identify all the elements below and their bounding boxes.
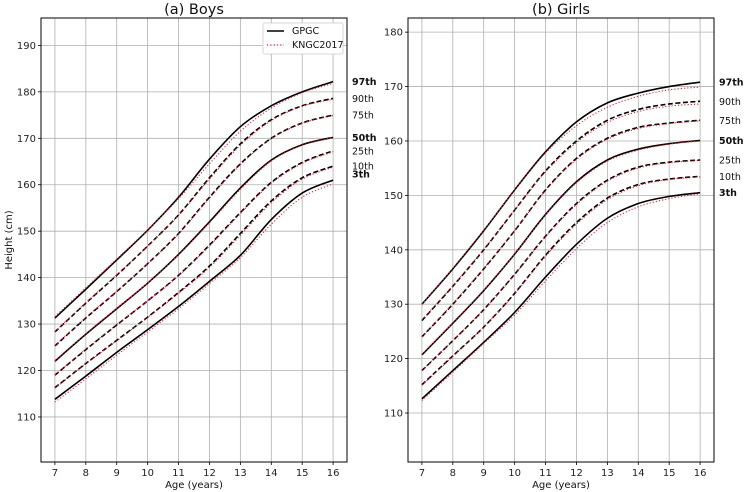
boys-y-tick-label: 140 bbox=[17, 273, 36, 284]
boys-chart-title: (a) Boys bbox=[164, 2, 224, 18]
boys-grid: 7 8 9 10 11 12 13 14 15 16 110 120 130 140 150 160 170 18… bbox=[17, 18, 347, 479]
girls-y-tick-label: 170 bbox=[384, 82, 403, 93]
boys-y-tick-label: 180 bbox=[17, 87, 36, 98]
boys-label-10th: 10th bbox=[352, 162, 374, 173]
boys-x-axis-label: Age (years) bbox=[165, 480, 223, 491]
girls-label-97th: 97th bbox=[719, 78, 744, 89]
legend-gpgc-label: GPGC bbox=[292, 26, 319, 37]
girls-gpgc-25th-line bbox=[421, 159, 701, 372]
boys-x-tick-label: 14 bbox=[265, 468, 278, 479]
boys-x-tick-label: 8 bbox=[83, 468, 89, 479]
boys-kngc2017-10th-line bbox=[54, 166, 334, 389]
boys-y-tick-label: 170 bbox=[17, 134, 36, 145]
girls-chart-title: (b) Girls bbox=[532, 2, 590, 18]
girls-label-25th: 25th bbox=[719, 156, 741, 167]
boys-gpgc-50th-line bbox=[54, 136, 334, 362]
boys-label-25th: 25th bbox=[352, 146, 374, 157]
boys-kngc2017-75th-line bbox=[54, 114, 334, 346]
boys-x-tick-label: 13 bbox=[234, 468, 247, 479]
girls-y-tick-label: 120 bbox=[384, 354, 403, 365]
boys-y-tick-label: 160 bbox=[17, 180, 36, 191]
girls-curves bbox=[421, 81, 701, 401]
girls-label-50th: 50th bbox=[719, 136, 744, 147]
girls-plot-frame bbox=[407, 17, 715, 463]
boys-plot-frame bbox=[40, 17, 348, 463]
boys-label-90th: 90th bbox=[352, 94, 374, 105]
girls-gpgc-10th-line bbox=[421, 175, 701, 386]
girls-kngc2017-10th-line bbox=[421, 176, 701, 386]
girls-kngc2017-3th-line bbox=[421, 193, 701, 401]
boys-x-tick-label: 7 bbox=[52, 468, 58, 479]
girls-gpgc-50th-line bbox=[421, 139, 701, 356]
girls-x-tick-label: 12 bbox=[570, 468, 583, 479]
girls-gpgc-3th-line bbox=[421, 191, 701, 400]
girls-y-tick-label: 180 bbox=[384, 28, 403, 39]
girls-x-tick-label: 8 bbox=[450, 468, 456, 479]
girls-percentile-labels: 97th 90th 75th 50th 25th 10th 3th bbox=[719, 78, 744, 199]
girls-y-tick-label: 130 bbox=[384, 300, 403, 311]
girls-y-tick-label: 160 bbox=[384, 136, 403, 147]
girls-kngc2017-90th-line bbox=[421, 103, 701, 321]
boys-kngc2017-90th-line bbox=[54, 98, 334, 332]
boys-x-tick-label: 10 bbox=[141, 468, 154, 479]
girls-x-tick-label: 7 bbox=[419, 468, 425, 479]
boys-y-tick-label: 150 bbox=[17, 227, 36, 238]
legend: GPGC KNGC2017 bbox=[262, 22, 344, 55]
girls-grid: 7 8 9 10 11 12 13 14 15 16 110 120 130 140 150 160 170 18… bbox=[384, 18, 714, 479]
boys-kngc2017-50th-line bbox=[54, 137, 334, 362]
girls-chart-panel: (b) Girls Age (years) 7 8 9 10 11 12 13 14 15 16 1… bbox=[384, 2, 744, 491]
girls-x-tick-label: 16 bbox=[694, 468, 707, 479]
girls-label-90th: 90th bbox=[719, 97, 741, 108]
girls-gpgc-90th-line bbox=[421, 100, 701, 322]
boys-label-50th: 50th bbox=[352, 133, 377, 144]
boys-gpgc-10th-line bbox=[54, 165, 334, 389]
boys-y-tick-label: 110 bbox=[17, 412, 36, 423]
boys-x-tick-label: 9 bbox=[114, 468, 120, 479]
boys-x-tick-label: 16 bbox=[327, 468, 340, 479]
boys-gpgc-97th-line bbox=[54, 80, 334, 319]
girls-kngc2017-75th-line bbox=[421, 120, 701, 338]
girls-x-tick-label: 9 bbox=[481, 468, 487, 479]
boys-x-tick-label: 11 bbox=[172, 468, 185, 479]
girls-x-tick-label: 11 bbox=[539, 468, 552, 479]
girls-kngc2017-25th-line bbox=[421, 160, 701, 371]
boys-kngc2017-3th-line bbox=[54, 183, 334, 403]
boys-gpgc-90th-line bbox=[54, 97, 334, 333]
girls-kngc2017-50th-line bbox=[421, 140, 701, 355]
girls-x-axis-label: Age (years) bbox=[532, 480, 590, 491]
girls-label-75th: 75th bbox=[719, 116, 741, 127]
boys-label-3th: 3th bbox=[352, 170, 370, 181]
boys-y-tick-label: 130 bbox=[17, 320, 36, 331]
girls-y-tick-label: 110 bbox=[384, 409, 403, 420]
girls-x-tick-label: 14 bbox=[632, 468, 645, 479]
girls-y-tick-label: 140 bbox=[384, 245, 403, 256]
boys-gpgc-3th-line bbox=[54, 179, 334, 400]
boys-label-97th: 97th bbox=[352, 77, 377, 88]
boys-x-tick-label: 15 bbox=[296, 468, 309, 479]
girls-x-tick-label: 13 bbox=[601, 468, 614, 479]
girls-label-10th: 10th bbox=[719, 172, 741, 183]
boys-y-tick-label: 120 bbox=[17, 366, 36, 377]
girls-label-3th: 3th bbox=[719, 188, 737, 199]
girls-gpgc-97th-line bbox=[421, 81, 701, 305]
boys-y-axis-label: Height (cm) bbox=[4, 210, 15, 269]
boys-label-75th: 75th bbox=[352, 111, 374, 122]
boys-x-tick-label: 12 bbox=[203, 468, 216, 479]
boys-curves bbox=[54, 80, 334, 403]
legend-kngc-label: KNGC2017 bbox=[292, 40, 344, 51]
girls-y-tick-label: 150 bbox=[384, 191, 403, 202]
boys-chart-panel: (a) Boys Age (years) Height (cm) 7 8 9 10 11… bbox=[4, 2, 377, 491]
boys-kngc2017-25th-line bbox=[54, 151, 334, 376]
girls-x-tick-label: 10 bbox=[508, 468, 521, 479]
girls-x-tick-label: 15 bbox=[663, 468, 676, 479]
boys-y-tick-label: 190 bbox=[17, 41, 36, 52]
